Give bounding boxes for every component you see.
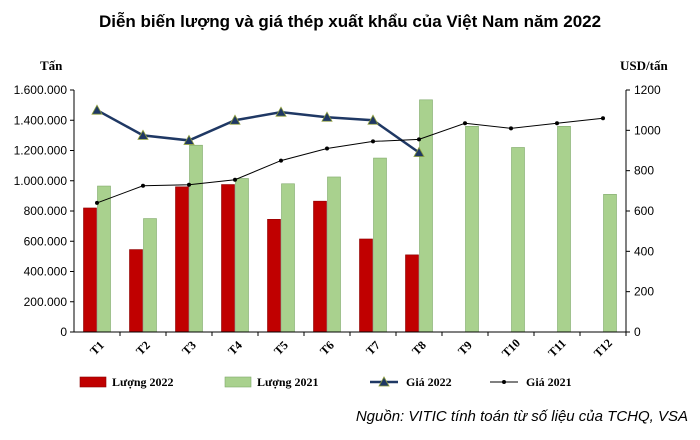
point-giá-2021-t5	[279, 158, 283, 163]
y-right-tick-label: 600	[634, 204, 654, 218]
point-giá-2021-t4	[233, 177, 237, 182]
bar-lượng-2022-t1	[83, 207, 97, 333]
point-giá-2022-t8	[413, 146, 425, 157]
bar-lượng-2021-t10	[511, 147, 525, 333]
point-giá-2022-t3	[183, 134, 195, 145]
x-tick-label: T8	[409, 338, 429, 358]
y-right-tick-label: 800	[634, 164, 654, 178]
bar-lượng-2021-t12	[603, 194, 617, 333]
point-giá-2021-t11	[555, 121, 559, 126]
bar-lượng-2022-t2	[129, 249, 143, 333]
point-giá-2021-t8	[417, 137, 421, 142]
line-giá-2022	[96, 109, 420, 154]
point-giá-2022-t6	[321, 111, 333, 122]
bar-lượng-2022-t4	[221, 184, 235, 333]
y-left-tick-label: 1.200.000	[14, 144, 68, 158]
legend-label-giá-2022: Giá 2022	[406, 375, 452, 389]
legend-marker-giá-2021	[502, 380, 506, 384]
bar-lượng-2021-t5	[281, 183, 295, 333]
legend-label-lượng-2021: Lượng 2021	[257, 375, 319, 389]
y-left-tick-label: 1.400.000	[14, 113, 68, 127]
legend-swatch-lượng-2022	[79, 376, 107, 388]
y-left-tick-label: 200.000	[24, 295, 68, 309]
y-left-tick-label: 0	[60, 325, 67, 339]
legend-swatch-lượng-2021	[224, 376, 252, 388]
x-tick-label: T6	[317, 338, 337, 358]
x-tick-label: T5	[271, 338, 291, 358]
x-tick-label: T12	[591, 336, 615, 360]
bar-lượng-2021-t8	[419, 99, 433, 333]
bar-lượng-2021-t1	[97, 185, 111, 333]
point-giá-2021-t6	[325, 146, 329, 151]
x-tick-label: T3	[179, 338, 199, 358]
legend-label-giá-2021: Giá 2021	[526, 375, 572, 389]
point-giá-2021-t12	[601, 116, 605, 121]
point-giá-2022-t2	[137, 129, 149, 140]
y-left-unit-label: Tấn	[40, 58, 63, 73]
y-right-tick-label: 200	[634, 285, 654, 299]
y-left-tick-label: 800.000	[24, 204, 68, 218]
bar-lượng-2022-t6	[313, 200, 327, 333]
bar-lượng-2021-t3	[189, 144, 203, 333]
y-right-tick-label: 400	[634, 244, 654, 258]
x-tick-label: T11	[545, 336, 569, 360]
point-giá-2022-t1	[91, 104, 103, 115]
bar-lượng-2022-t8	[405, 254, 419, 333]
y-right-tick-label: 1200	[634, 83, 661, 97]
point-giá-2021-t7	[371, 139, 375, 144]
bar-lượng-2022-t3	[175, 186, 189, 333]
x-tick-label: T9	[455, 338, 475, 358]
bar-lượng-2021-t7	[373, 157, 387, 333]
y-left-tick-label: 1.000.000	[14, 174, 68, 188]
x-tick-label: T1	[87, 338, 107, 358]
point-giá-2021-t3	[187, 182, 191, 187]
y-right-unit-label: USD/tấn	[620, 58, 668, 73]
y-left-tick-label: 400.000	[24, 265, 68, 279]
bar-lượng-2021-t11	[557, 126, 571, 333]
bar-lượng-2022-t5	[267, 219, 281, 333]
point-giá-2021-t9	[463, 121, 467, 126]
x-tick-label: T4	[225, 338, 245, 358]
x-tick-label: T10	[499, 336, 523, 360]
chart-title: Diễn biến lượng và giá thép xuất khẩu củ…	[98, 12, 602, 31]
point-giá-2022-t5	[275, 106, 287, 117]
bar-lượng-2022-t7	[359, 238, 373, 333]
point-giá-2022-t4	[229, 114, 241, 125]
bar-lượng-2021-t9	[465, 126, 479, 333]
y-left-tick-label: 600.000	[24, 234, 68, 248]
source-note: Nguồn: VITIC tính toán từ số liệu của TC…	[355, 408, 688, 425]
legend-label-lượng-2022: Lượng 2022	[112, 375, 174, 389]
y-right-tick-label: 0	[634, 325, 641, 339]
bar-lượng-2021-t2	[143, 218, 157, 333]
point-giá-2021-t10	[509, 126, 513, 131]
bar-lượng-2021-t4	[235, 178, 249, 333]
bar-lượng-2021-t6	[327, 176, 341, 333]
line-giá-2021	[96, 117, 604, 204]
legend-marker-giá-2022	[378, 376, 390, 387]
point-giá-2021-t2	[141, 183, 145, 188]
x-tick-label: T7	[363, 338, 383, 358]
x-tick-label: T2	[133, 338, 153, 358]
y-right-tick-label: 1000	[634, 123, 661, 137]
point-giá-2021-t1	[95, 200, 99, 205]
y-left-tick-label: 1.600.000	[14, 83, 68, 97]
point-giá-2022-t7	[367, 114, 379, 125]
